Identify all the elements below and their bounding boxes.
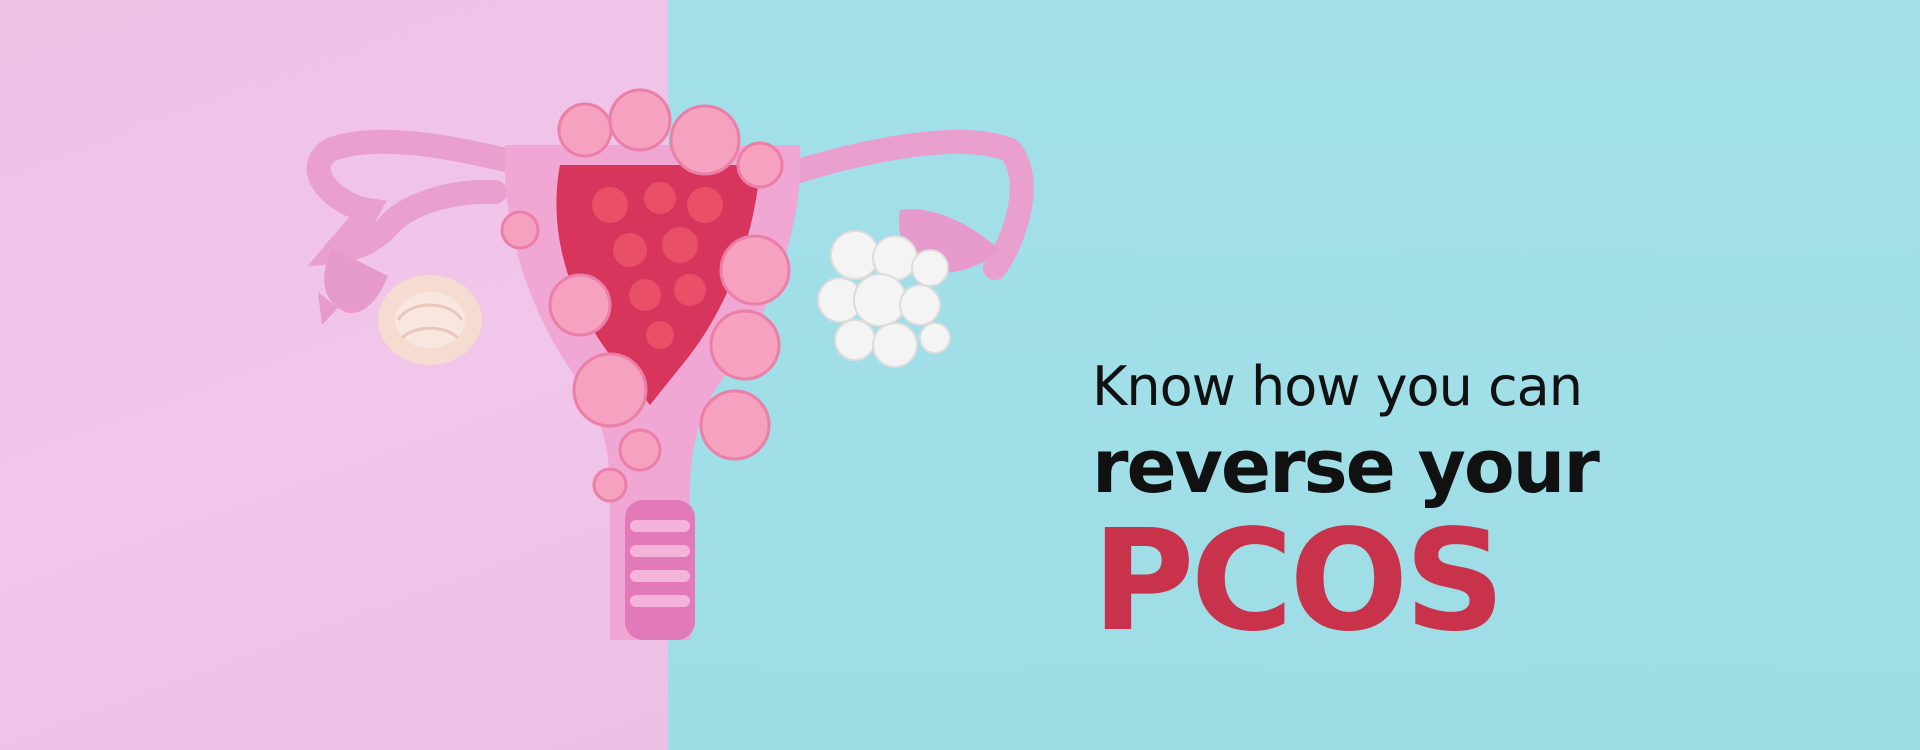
headline-line-pcos: PCOS	[1092, 500, 1505, 663]
headline-line-know-how: Know how you can	[1092, 355, 1583, 418]
headline-line-reverse-your: reverse your	[1092, 424, 1600, 510]
pink-background-panel	[0, 0, 668, 750]
headline: Know how you can reverse your PCOS	[1092, 352, 1892, 652]
blue-background-panel	[668, 0, 1920, 750]
